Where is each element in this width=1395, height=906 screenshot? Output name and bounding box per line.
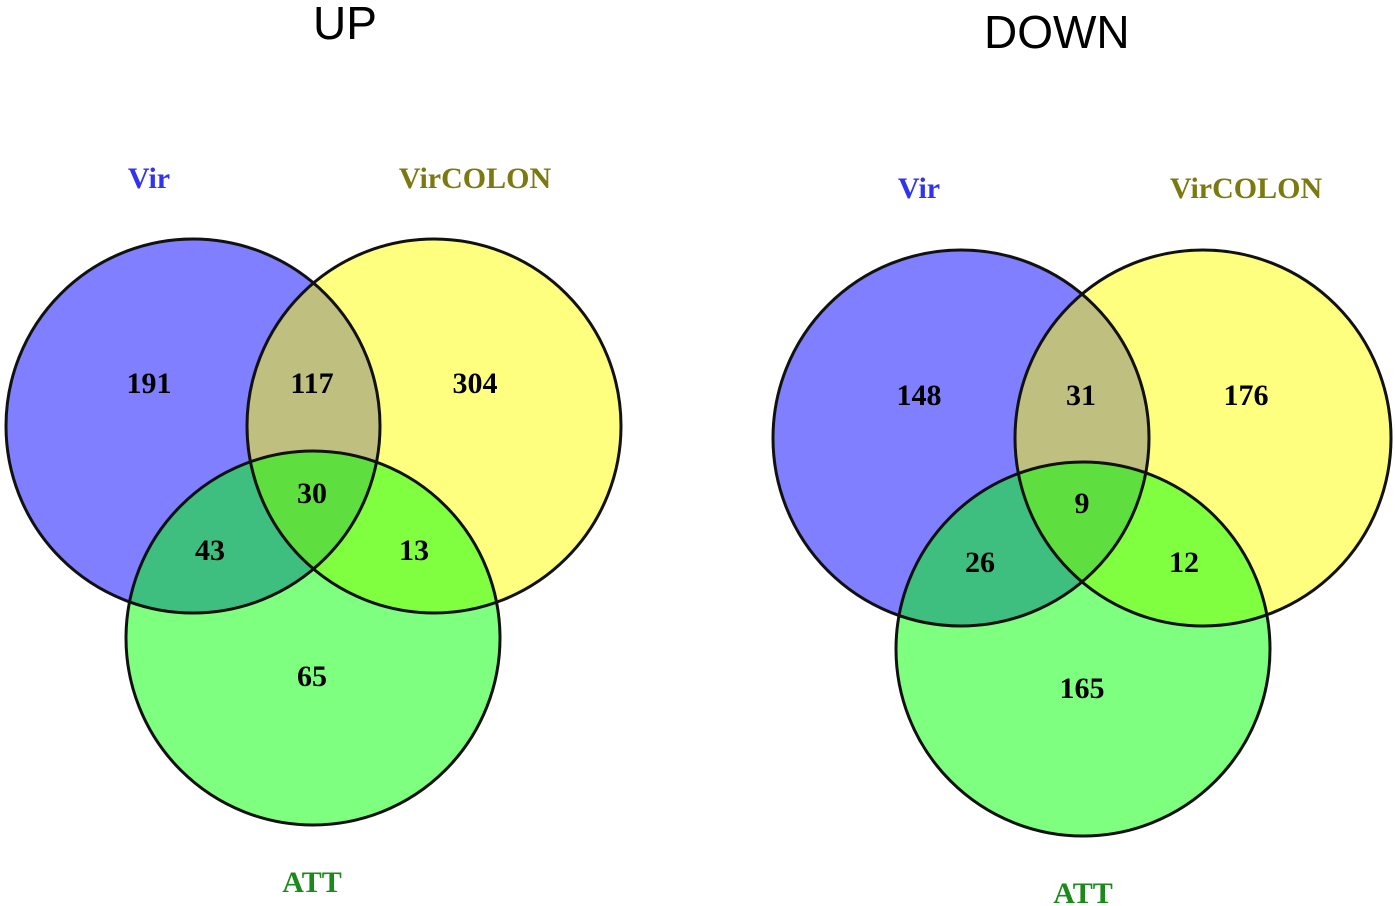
vir-outline: [4, 237, 382, 615]
vircolon-label: VirCOLON: [1170, 172, 1323, 205]
vircolon-att-count: 13: [399, 534, 429, 567]
vir-label: Vir: [128, 162, 170, 195]
venn-panel-down: DOWN Vir VirCOLON ATT 148: [697, 0, 1394, 906]
vircolon-only-count: 176: [1224, 379, 1269, 412]
venn-panel-up: UP Vir VirCOLON ATT 191 11: [0, 0, 697, 906]
vircolon-outline: [1013, 248, 1393, 628]
panel-title: UP: [313, 0, 377, 49]
all-three-count: 30: [297, 477, 327, 510]
vir-label: Vir: [898, 172, 940, 205]
vircolon-label: VirCOLON: [399, 162, 552, 195]
venn-diagram: Vir VirCOLON ATT 191 117 304 30 43 13 65: [4, 162, 623, 899]
vircolon-outline: [245, 237, 623, 615]
att-only-count: 165: [1060, 672, 1105, 705]
vircolon-att-overlap: [1015, 462, 1270, 626]
vir-att-overlap: [896, 462, 1149, 626]
vircolon-only-count: 304: [453, 367, 498, 400]
att-outline: [894, 460, 1272, 838]
vir-only-count: 191: [127, 367, 172, 400]
att-label: ATT: [282, 866, 341, 899]
att-label: ATT: [1053, 877, 1112, 906]
vir-outline: [771, 248, 1151, 628]
all-three-count: 9: [1075, 487, 1090, 520]
vir-att-count: 26: [965, 546, 995, 579]
vircolon-att-overlap: [247, 451, 500, 613]
vir-vircolon-count: 31: [1066, 379, 1096, 412]
vircolon-att-count: 12: [1169, 546, 1199, 579]
vir-only-count: 148: [897, 379, 942, 412]
venn-diagram: Vir VirCOLON ATT 148 31 176 9 26 12 165: [771, 172, 1393, 906]
att-only-count: 65: [297, 660, 327, 693]
vir-att-overlap: [126, 451, 380, 613]
panel-title: DOWN: [984, 6, 1130, 58]
vir-att-count: 43: [195, 534, 225, 567]
vir-vircolon-count: 117: [290, 367, 333, 400]
att-outline: [124, 449, 502, 827]
